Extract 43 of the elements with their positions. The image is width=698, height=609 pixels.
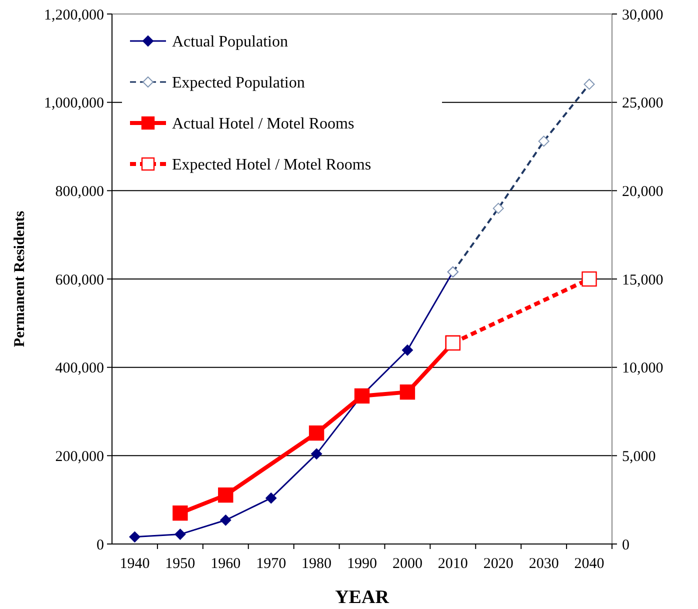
x-tick-label: 1980 (302, 556, 332, 572)
x-tick-label: 2000 (392, 556, 422, 572)
point (308, 425, 324, 441)
point (129, 531, 140, 542)
y-tick-label: 800,000 (55, 184, 104, 200)
y-tick-label: 1,000,000 (44, 96, 104, 112)
point (582, 271, 597, 287)
x-tick-label: 1960 (210, 556, 241, 572)
y-tick-label: 1,200,000 (44, 7, 104, 24)
x-tick-label: 1990 (347, 556, 377, 572)
y-tick-label: 600,000 (55, 272, 104, 288)
y2-tick-label: 20,000 (622, 184, 664, 200)
y-tick-label: 0 (96, 537, 104, 554)
y2-tick-label: 0 (622, 537, 630, 554)
x-tick-label: 2020 (483, 556, 514, 572)
x-tick-label: 2030 (528, 556, 559, 572)
y2-tick-label: 5,000 (622, 448, 656, 465)
y-axis-title: Permanent Residents (12, 210, 28, 348)
point (172, 505, 188, 521)
point (220, 514, 232, 526)
y-tick-label: 200,000 (55, 448, 104, 465)
y2-tick-label: 30,000 (622, 7, 664, 24)
point (266, 492, 277, 504)
y2-tick-label: 15,000 (622, 272, 664, 288)
point (354, 388, 370, 404)
x-tick-label: 1940 (120, 556, 150, 572)
x-tick-label: 2040 (574, 556, 604, 572)
legend-label: Expected Population (172, 74, 305, 92)
x-tick-label: 2010 (438, 556, 468, 572)
legend-label: Expected Hotel / Motel Rooms (172, 156, 372, 174)
x-tick-label: 1970 (256, 556, 286, 572)
legend-label: Actual Hotel / Motel Rooms (172, 116, 354, 133)
legend-label: Actual Population (172, 34, 288, 51)
y2-tick-label: 10,000 (622, 360, 664, 377)
point (218, 487, 234, 503)
point (174, 528, 186, 540)
y-tick-label: 400,000 (55, 360, 104, 377)
x-tick-label: 1950 (165, 556, 196, 572)
x-axis-title: YEAR (335, 587, 390, 608)
point (400, 384, 416, 400)
y2-tick-label: 25,000 (622, 96, 664, 112)
point (402, 344, 413, 356)
point (311, 448, 322, 460)
